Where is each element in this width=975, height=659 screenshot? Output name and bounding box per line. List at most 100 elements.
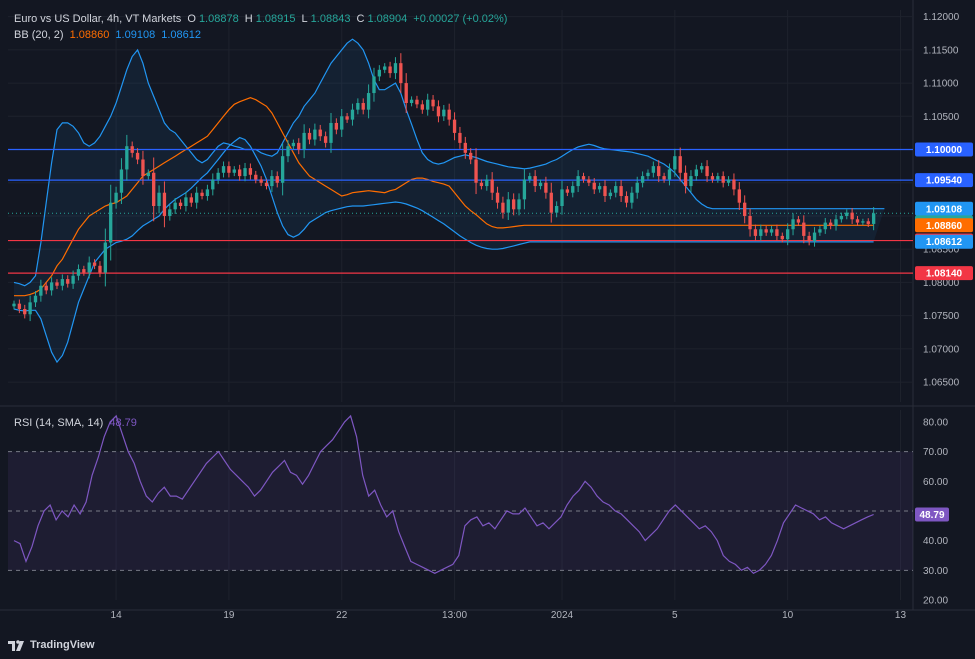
candle-body xyxy=(426,99,430,110)
bb-lower-line xyxy=(13,136,874,364)
candle-body xyxy=(587,179,591,183)
candle-body xyxy=(662,176,666,180)
candle-body xyxy=(135,152,140,160)
candle-body xyxy=(184,197,188,206)
symbol-title[interactable]: Euro vs US Dollar, 4h, VT Markets xyxy=(14,13,182,25)
candle-body xyxy=(254,174,258,180)
candle-body xyxy=(366,93,371,110)
candle-body xyxy=(66,279,70,284)
candle-body xyxy=(673,156,677,170)
candle-body xyxy=(635,182,639,193)
candle-body xyxy=(232,169,236,173)
time-tick-label: 2024 xyxy=(551,610,574,621)
time-tick-label: 14 xyxy=(111,610,123,621)
candle-body xyxy=(178,202,183,206)
ohlc-c-label: C xyxy=(356,13,365,25)
candle-body xyxy=(415,99,419,105)
candle-body xyxy=(227,166,231,173)
candle-body xyxy=(818,229,822,233)
candle-body xyxy=(103,242,108,273)
bb-legend[interactable]: BB (20, 2) 1.08860 1.09108 1.08612 xyxy=(14,29,204,41)
candle-body xyxy=(726,179,731,183)
candle-body xyxy=(855,219,860,223)
candle-body xyxy=(764,229,768,233)
candle-body xyxy=(71,275,75,284)
time-tick-label: 22 xyxy=(336,610,348,621)
price-tick-label: 1.08500 xyxy=(923,245,960,256)
candle-body xyxy=(442,109,446,117)
bb-basis-line xyxy=(14,97,874,297)
candle-body xyxy=(485,179,489,187)
candle-body xyxy=(743,202,747,216)
tradingview-logo[interactable]: TradingView xyxy=(8,639,95,651)
rsi-tick-label: 60.00 xyxy=(923,477,948,488)
bb-upper-value: 1.09108 xyxy=(115,29,156,41)
time-tick-label: 10 xyxy=(782,610,794,621)
candle-body xyxy=(383,66,387,70)
candle-body xyxy=(264,182,269,187)
candle-body xyxy=(506,199,510,213)
level-tag-label: 1.09540 xyxy=(926,176,963,187)
candle-body xyxy=(98,265,102,273)
rsi-tick-label: 30.00 xyxy=(923,566,948,577)
candle-body xyxy=(211,179,215,190)
level-tag-label: 1.08140 xyxy=(926,269,963,280)
candle-body xyxy=(356,103,360,110)
candle-body xyxy=(82,269,86,273)
price-tag-label: 1.08860 xyxy=(926,221,963,232)
candle-body xyxy=(361,103,365,110)
candle-body xyxy=(710,176,715,180)
time-tick-label: 19 xyxy=(223,610,235,621)
candle-body xyxy=(345,116,349,120)
candle-body xyxy=(259,179,263,183)
candle-body xyxy=(157,192,161,206)
candle-body xyxy=(619,186,623,197)
ohlc-close: 1.08904 xyxy=(367,13,408,25)
ohlc-high: 1.08915 xyxy=(255,13,296,25)
candle-body xyxy=(479,182,484,187)
candle-body xyxy=(839,215,844,220)
candle-body xyxy=(280,156,285,183)
candle-body xyxy=(248,168,253,175)
candle-body xyxy=(651,166,656,173)
bb-band-fill xyxy=(14,39,885,363)
rsi-legend[interactable]: RSI (14, SMA, 14) 48.79 xyxy=(14,417,140,429)
candle-body xyxy=(205,189,210,197)
candle-body xyxy=(307,132,312,140)
bb-basis-value: 1.08860 xyxy=(69,29,110,41)
candle-body xyxy=(592,182,596,190)
candle-body xyxy=(452,119,457,133)
rsi-value-tag xyxy=(915,507,949,522)
candle-body xyxy=(511,199,516,210)
candle-body xyxy=(55,282,59,286)
candle-body xyxy=(802,222,806,236)
candle-body xyxy=(436,106,441,117)
rsi-tick-label: 40.00 xyxy=(923,536,948,547)
candle-body xyxy=(420,104,424,110)
level-tag xyxy=(915,142,973,157)
candle-body xyxy=(270,176,274,187)
candle-body xyxy=(748,215,752,230)
candle-body xyxy=(388,66,392,74)
rsi-tick-label: 80.00 xyxy=(923,417,948,428)
candle-body xyxy=(447,109,451,120)
candle-body xyxy=(608,192,613,197)
price-tag xyxy=(915,218,973,233)
candle-body xyxy=(474,159,478,183)
candle-body xyxy=(549,192,553,213)
price-tick-label: 1.07500 xyxy=(923,311,960,322)
candle-body xyxy=(737,189,741,203)
ohlc-o-label: O xyxy=(187,13,196,25)
candle-body xyxy=(501,202,505,213)
candle-body xyxy=(189,197,193,203)
candle-body xyxy=(302,132,306,150)
price-tick-label: 1.07000 xyxy=(923,344,960,355)
candle-body xyxy=(431,99,435,107)
candle-body xyxy=(334,122,339,130)
candle-body xyxy=(350,109,355,120)
candle-body xyxy=(152,172,156,206)
candle-body xyxy=(517,199,521,210)
candle-body xyxy=(340,116,344,130)
